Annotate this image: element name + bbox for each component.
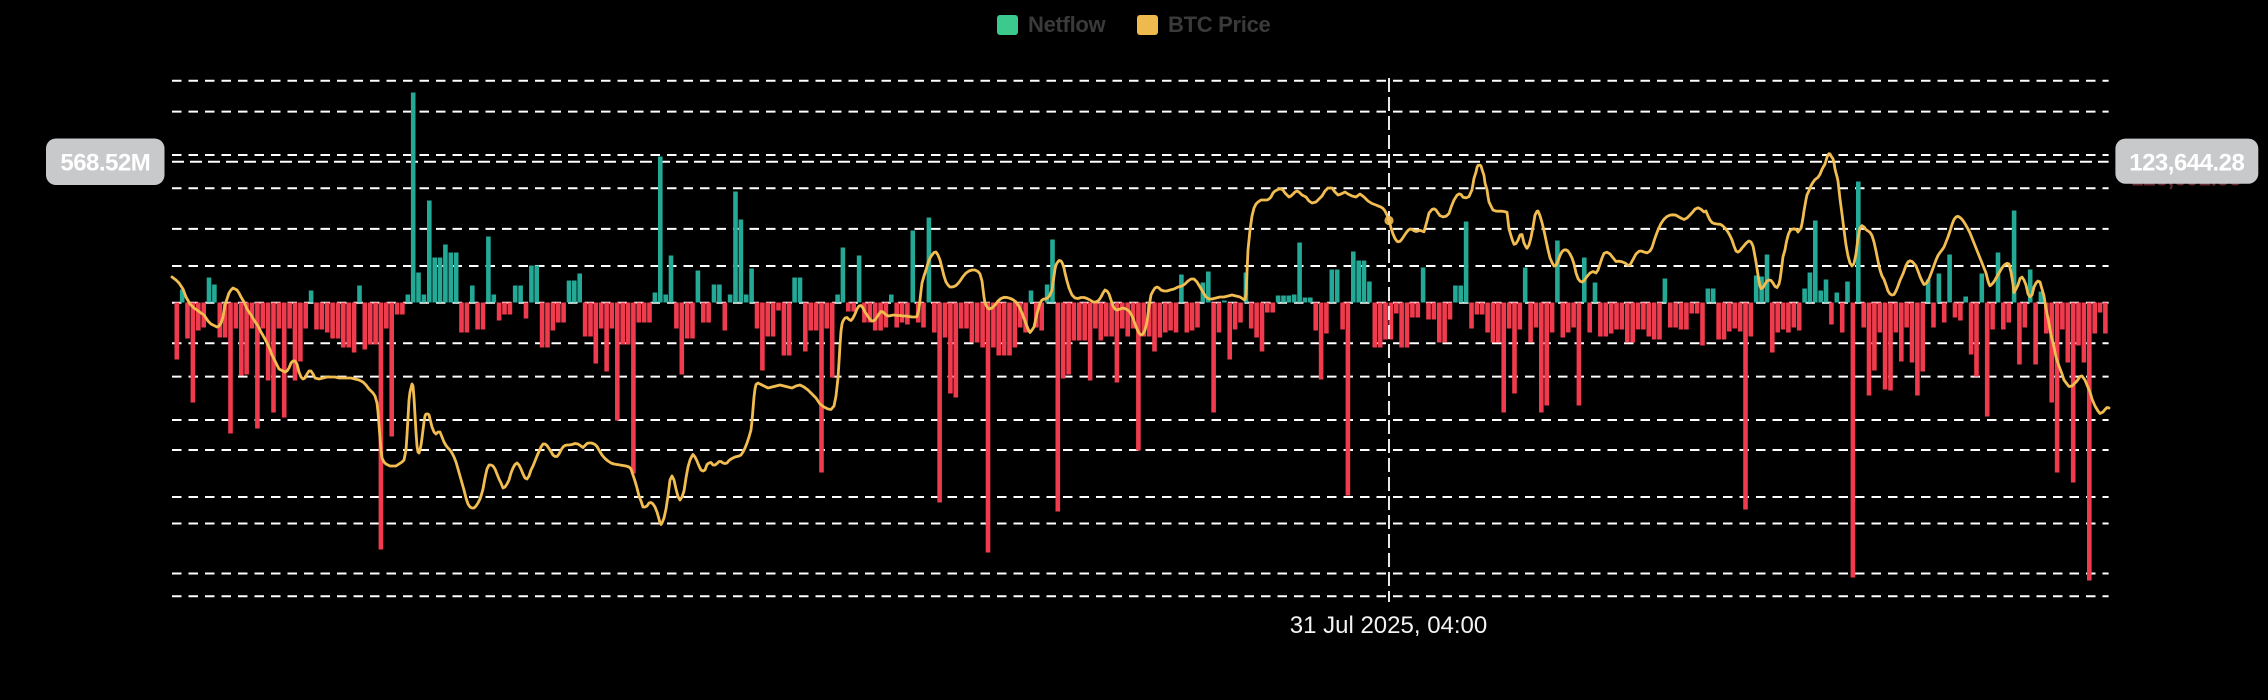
svg-text:31 Jul 2025, 04:00: 31 Jul 2025, 04:00 (1290, 612, 1488, 639)
svg-text:BTC Price: BTC Price (1168, 12, 1271, 37)
svg-text:Netflow: Netflow (1028, 12, 1107, 37)
svg-text:568.52M: 568.52M (60, 150, 150, 177)
svg-text:123,644.28: 123,644.28 (2129, 150, 2244, 177)
